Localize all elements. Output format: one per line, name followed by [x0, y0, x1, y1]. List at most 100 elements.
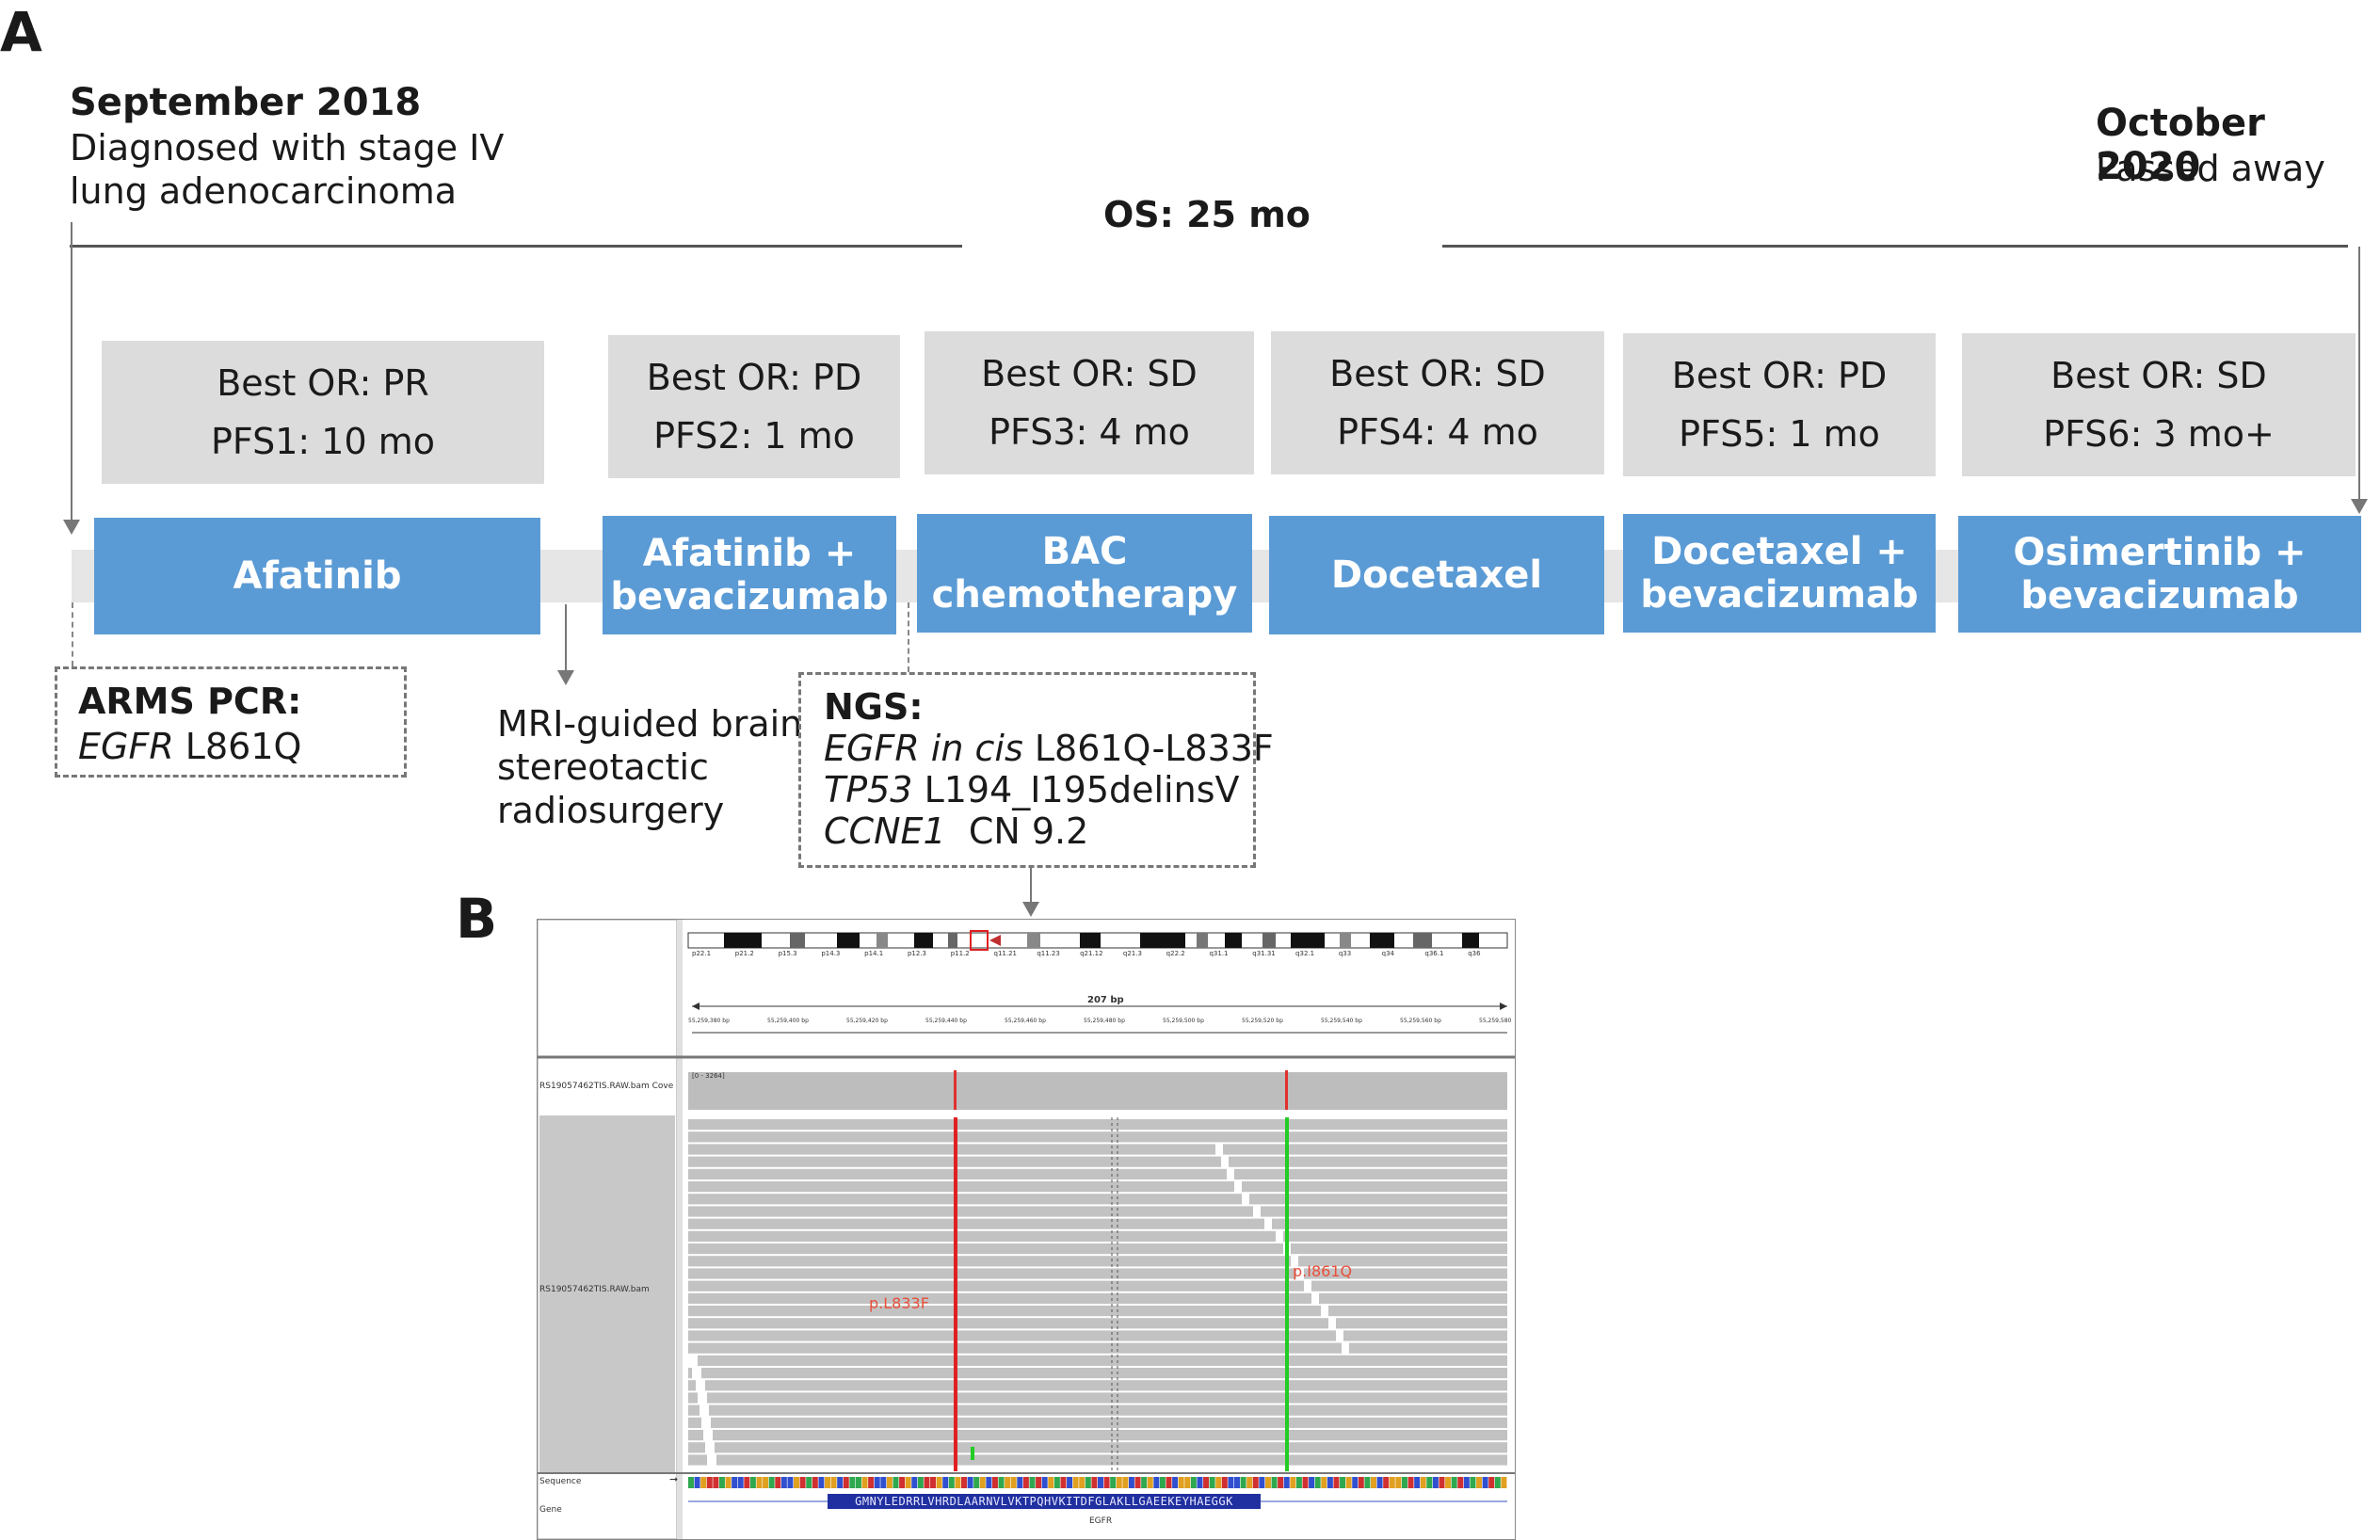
read-row — [688, 1119, 1507, 1131]
read-row — [688, 1454, 1507, 1466]
pfs-6: PFS6: 3 mo+ — [2043, 413, 2275, 455]
ngs-to-igv-connector — [1030, 868, 1032, 907]
read-row — [688, 1206, 1507, 1217]
tick-label: 55,259,540 bp — [1321, 1018, 1362, 1024]
sequence-base — [1072, 1477, 1079, 1488]
sequence-base — [1290, 1477, 1296, 1488]
read-row — [688, 1430, 1507, 1441]
read-gap — [1242, 1193, 1249, 1206]
band-label: p22.1 — [692, 950, 712, 957]
sequence-base — [1172, 1477, 1179, 1488]
sequence-base — [737, 1477, 744, 1488]
sequence-base — [843, 1477, 849, 1488]
ngs-row-3: CCNE1 CN 9.2 — [824, 810, 1088, 852]
read-gap — [696, 1379, 705, 1392]
read-gap — [1336, 1329, 1343, 1342]
read-row — [688, 1355, 1507, 1366]
end-text: Passed away — [2096, 148, 2325, 189]
sequence-base — [1383, 1477, 1390, 1488]
sequence-base — [1134, 1477, 1141, 1488]
sequence-base — [1314, 1477, 1321, 1488]
sequence-base — [1457, 1477, 1464, 1488]
panel-a-label: A — [0, 0, 42, 64]
sequence-base — [1005, 1477, 1011, 1488]
sequence-base — [1376, 1477, 1383, 1488]
sequence-base — [732, 1477, 738, 1488]
response-box-5: Best OR: PD PFS5: 1 mo — [1623, 333, 1936, 476]
band-label: p14.1 — [864, 950, 884, 957]
sequence-base — [911, 1477, 918, 1488]
sequence-base — [1098, 1477, 1103, 1488]
read-row — [688, 1181, 1507, 1193]
sequence-base — [1432, 1477, 1439, 1488]
sequence-base — [1470, 1477, 1476, 1488]
sequence-base — [1364, 1477, 1371, 1488]
mutation-label-i861q: p.I861Q — [1293, 1262, 1353, 1280]
read-row — [688, 1318, 1507, 1329]
protein-sequence: GMNYLEDRRLVHRDLAARNVLVKTPQHVKITDFGLAKLLG… — [855, 1495, 1233, 1508]
sequence-base — [1371, 1477, 1376, 1488]
sequence-base — [1017, 1477, 1023, 1488]
gene-name: EGFR — [1089, 1516, 1113, 1526]
sequence-base — [1159, 1477, 1166, 1488]
start-text-line1: Diagnosed with stage IV — [70, 127, 505, 168]
sequence-base — [1091, 1477, 1098, 1488]
gene-track-label: Gene — [539, 1505, 562, 1515]
sequence-base — [713, 1477, 719, 1488]
sequence-base — [763, 1477, 769, 1488]
band-label: q21.12 — [1080, 950, 1103, 957]
sequence-base — [998, 1477, 1005, 1488]
sequence-base — [1221, 1477, 1228, 1488]
tick-label: 55,259,560 bp — [1400, 1018, 1441, 1024]
ngs-box: NGS: EGFR in cis L861Q-L833F TP53 L194_I… — [798, 672, 1274, 868]
sequence-base — [1246, 1477, 1253, 1488]
sequence-base — [1345, 1477, 1352, 1488]
sequence-base — [1110, 1477, 1117, 1488]
read-row — [688, 1404, 1507, 1416]
read-gap — [1296, 1267, 1304, 1280]
sequence-base — [1445, 1477, 1452, 1488]
sequence-base — [706, 1477, 713, 1488]
tick-label: 55,259,420 bp — [846, 1018, 888, 1024]
sequence-base — [1340, 1477, 1346, 1488]
tick-label: 55,259,580 — [1479, 1018, 1512, 1024]
sequence-base — [1451, 1477, 1457, 1488]
sequence-base — [1401, 1477, 1407, 1488]
sequence-base — [1476, 1477, 1483, 1488]
os-line-left — [70, 245, 962, 248]
read-row — [688, 1368, 1507, 1379]
sequence-base — [1420, 1477, 1426, 1488]
read-gap — [703, 1429, 713, 1442]
mri-connector — [565, 604, 567, 674]
igv-canvas — [538, 920, 1515, 1539]
best-or-6: Best OR: SD — [2050, 355, 2267, 396]
end-arrow-icon — [2351, 499, 2368, 514]
best-or-4: Best OR: SD — [1329, 353, 1546, 394]
sequence-base — [1488, 1477, 1495, 1488]
sequence-base — [1494, 1477, 1501, 1488]
os-label: OS: 25 mo — [1103, 194, 1311, 235]
igv-reads — [688, 1119, 1507, 1467]
band-label: q22.2 — [1166, 950, 1185, 957]
band-label: q31.1 — [1209, 950, 1229, 957]
read-row — [688, 1156, 1507, 1167]
coverage-range: [0 - 3264] — [692, 1072, 725, 1080]
sequence-base — [986, 1477, 992, 1488]
sequence-base — [1327, 1477, 1333, 1488]
response-box-6: Best OR: SD PFS6: 3 mo+ — [1962, 333, 2356, 476]
ngs-title: NGS: — [824, 686, 924, 728]
sequence-base — [1203, 1477, 1210, 1488]
sequence-base — [1407, 1477, 1414, 1488]
arms-title: ARMS PCR: — [78, 681, 302, 722]
ngs-to-igv-arrow-icon — [1022, 902, 1039, 917]
sequence-base — [1333, 1477, 1340, 1488]
band-label: q21.3 — [1122, 950, 1142, 957]
best-or-2: Best OR: PD — [646, 357, 862, 398]
end-marker-line — [2358, 247, 2360, 501]
sequence-base — [1022, 1477, 1029, 1488]
arms-connector — [72, 602, 73, 666]
best-or-5: Best OR: PD — [1671, 355, 1888, 396]
igv-viewer: RS19057462TIS.RAW.bam Cove RS19057462TIS… — [537, 919, 1516, 1540]
sequence-base — [967, 1477, 973, 1488]
start-marker-line — [71, 222, 72, 521]
